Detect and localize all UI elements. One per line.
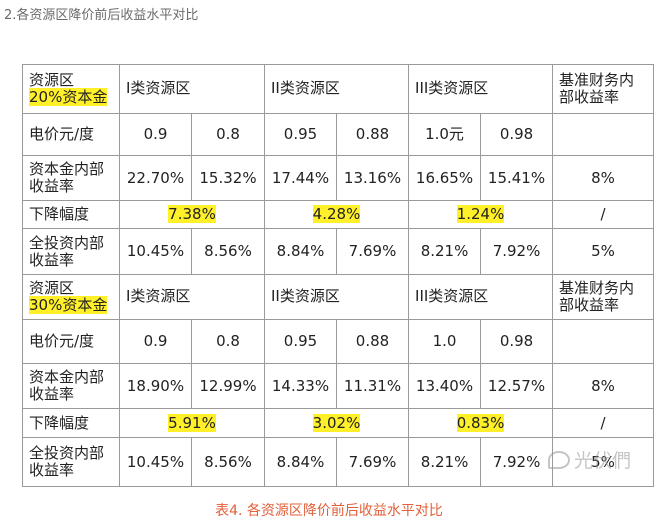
benchmark-cell: 5% — [552, 228, 655, 275]
row-label-price: 电价元/度 — [22, 112, 120, 157]
row-label-price: 电价元/度 — [22, 318, 120, 365]
capital-irr-cell: 22.70% — [119, 155, 192, 201]
price-cell: 1.0元 — [408, 112, 482, 157]
capital-irr-cell: 17.44% — [264, 155, 337, 201]
total-irr-cell: 8.21% — [408, 437, 482, 487]
table-row-header-20: 资源区 20%资本金 I类资源区 II类资源区 III类资源区 基准财务内部收益… — [22, 64, 655, 114]
zone-header: II类资源区 — [263, 273, 410, 320]
row-label-drop: 下降幅度 — [22, 407, 120, 439]
price-cell: 0.9 — [119, 318, 192, 365]
zone-header: II类资源区 — [263, 64, 410, 114]
zone-header: III类资源区 — [408, 273, 554, 320]
table-row-header-30: 资源区 30%资本金 I类资源区 II类资源区 III类资源区 基准财务内部收益… — [22, 273, 655, 320]
capital-irr-cell: 13.40% — [408, 363, 482, 409]
drop-value: 1.24% — [456, 205, 505, 224]
zone-header: I类资源区 — [119, 273, 265, 320]
row-label-drop: 下降幅度 — [22, 199, 120, 230]
drop-value: 5.91% — [168, 413, 216, 432]
total-irr-cell: 7.69% — [335, 437, 410, 487]
price-cell: 0.8 — [191, 112, 265, 157]
price-cell: 0.98 — [480, 318, 554, 365]
group-label: 资源区 — [29, 278, 75, 297]
table-row-drop: 下降幅度 7.38% 4.28% 1.24% / — [22, 199, 655, 230]
table-caption: 表4. 各资源区降价前后收益水平对比 — [215, 503, 443, 519]
capital-irr-cell: 14.33% — [264, 363, 337, 409]
zone-header: III类资源区 — [408, 64, 554, 114]
total-irr-cell: 7.92% — [480, 437, 554, 487]
capital-irr-cell: 11.31% — [335, 363, 410, 409]
capital-ratio-badge: 30%资本金 — [29, 295, 108, 314]
capital-irr-cell: 15.41% — [480, 155, 554, 201]
table-row-total-irr: 全投资内部收益率 10.45% 8.56% 8.84% 7.69% 8.21% … — [22, 228, 655, 275]
benchmark-empty-cell — [552, 112, 655, 157]
drop-cell: 7.38% — [119, 199, 265, 230]
row-label-total-irr: 全投资内部收益率 — [22, 437, 120, 487]
group-head-cell: 资源区 20%资本金 — [22, 64, 120, 114]
table-row-capital-irr: 资本金内部收益率 18.90% 12.99% 14.33% 11.31% 13.… — [22, 363, 655, 409]
drop-value: 0.83% — [456, 413, 505, 432]
capital-irr-cell: 12.57% — [480, 363, 554, 409]
drop-value: 3.02% — [312, 413, 361, 432]
table-row-total-irr: 全投资内部收益率 10.45% 8.56% 8.84% 7.69% 8.21% … — [22, 437, 655, 487]
table-row-price: 电价元/度 0.9 0.8 0.95 0.88 1.0 0.98 — [22, 318, 655, 365]
total-irr-cell: 8.84% — [264, 437, 337, 487]
drop-cell: 5.91% — [119, 407, 265, 439]
capital-ratio-badge: 20%资本金 — [29, 87, 108, 106]
table-row-drop: 下降幅度 5.91% 3.02% 0.83% / — [22, 407, 655, 439]
benchmark-cell: 8% — [552, 155, 655, 201]
price-cell: 0.95 — [264, 318, 337, 365]
drop-value: 7.38% — [168, 205, 216, 224]
group-head-cell: 资源区 30%资本金 — [22, 273, 120, 320]
price-cell: 0.8 — [191, 318, 265, 365]
benchmark-cell: / — [552, 407, 655, 439]
chat-bubble-icon — [548, 450, 570, 469]
total-irr-cell: 8.56% — [191, 228, 265, 275]
zone-header: I类资源区 — [119, 64, 265, 114]
price-cell: 0.95 — [264, 112, 337, 157]
table-row-price: 电价元/度 0.9 0.8 0.95 0.88 1.0元 0.98 — [22, 112, 655, 157]
benchmark-cell: 8% — [552, 363, 655, 409]
capital-irr-cell: 15.32% — [191, 155, 265, 201]
price-cell: 0.9 — [119, 112, 192, 157]
price-cell: 0.98 — [480, 112, 554, 157]
drop-value: 4.28% — [312, 205, 361, 224]
capital-irr-cell: 18.90% — [119, 363, 192, 409]
watermark-text: 光伏們 — [574, 450, 632, 472]
group-label: 资源区 — [29, 70, 75, 89]
total-irr-cell: 8.84% — [264, 228, 337, 275]
total-irr-cell: 8.21% — [408, 228, 482, 275]
benchmark-header: 基准财务内部收益率 — [552, 64, 655, 114]
total-irr-cell: 10.45% — [119, 437, 192, 487]
capital-irr-cell: 13.16% — [335, 155, 410, 201]
total-irr-cell: 7.69% — [335, 228, 410, 275]
capital-irr-cell: 16.65% — [408, 155, 482, 201]
price-cell: 1.0 — [408, 318, 482, 365]
price-cell: 0.88 — [335, 318, 410, 365]
drop-cell: 0.83% — [408, 407, 554, 439]
total-irr-cell: 8.56% — [191, 437, 265, 487]
benchmark-empty-cell — [552, 318, 655, 365]
total-irr-cell: 10.45% — [119, 228, 192, 275]
drop-cell: 1.24% — [408, 199, 554, 230]
benchmark-header: 基准财务内部收益率 — [552, 273, 655, 320]
capital-irr-cell: 12.99% — [191, 363, 265, 409]
row-label-capital-irr: 资本金内部收益率 — [22, 363, 120, 409]
benchmark-cell: / — [552, 199, 655, 230]
row-label-capital-irr: 资本金内部收益率 — [22, 155, 120, 201]
drop-cell: 4.28% — [263, 199, 410, 230]
table-row-capital-irr: 资本金内部收益率 22.70% 15.32% 17.44% 13.16% 16.… — [22, 155, 655, 201]
drop-cell: 3.02% — [263, 407, 410, 439]
section-heading: 2.各资源区降价前后收益水平对比 — [4, 8, 199, 23]
watermark: 光伏們 — [548, 446, 631, 473]
total-irr-cell: 7.92% — [480, 228, 554, 275]
irr-comparison-table: 资源区 20%资本金 I类资源区 II类资源区 III类资源区 基准财务内部收益… — [22, 64, 655, 487]
price-cell: 0.88 — [335, 112, 410, 157]
row-label-total-irr: 全投资内部收益率 — [22, 228, 120, 275]
